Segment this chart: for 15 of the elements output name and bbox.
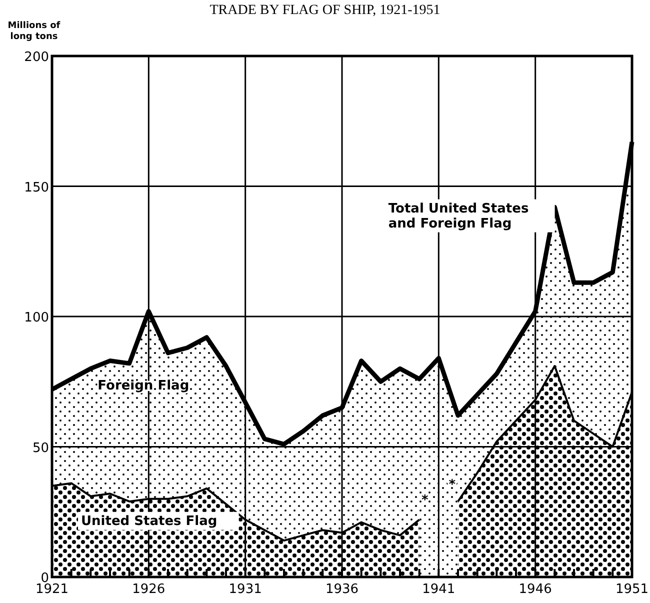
x-tick-label: 1926 xyxy=(132,582,166,597)
x-tick-label: 1951 xyxy=(615,582,649,597)
y-tick-label: 100 xyxy=(24,310,49,326)
x-tick-label: 1946 xyxy=(518,582,552,597)
y-tick-label: 150 xyxy=(24,180,49,196)
x-tick-label: 1931 xyxy=(228,582,262,597)
series-label: United States Flag xyxy=(81,514,218,529)
y-axis-title: Millions of long tons xyxy=(8,21,60,42)
chart-title: TRADE BY FLAG OF SHIP, 1921-1951 xyxy=(210,3,440,18)
series-label: Total United States and Foreign Flag xyxy=(388,201,529,232)
annotation: * xyxy=(448,477,456,492)
y-tick-label: 50 xyxy=(32,440,49,456)
x-tick-label: 1941 xyxy=(422,582,456,597)
x-tick-label: 1936 xyxy=(325,582,359,597)
y-tick-label: 200 xyxy=(24,50,49,65)
